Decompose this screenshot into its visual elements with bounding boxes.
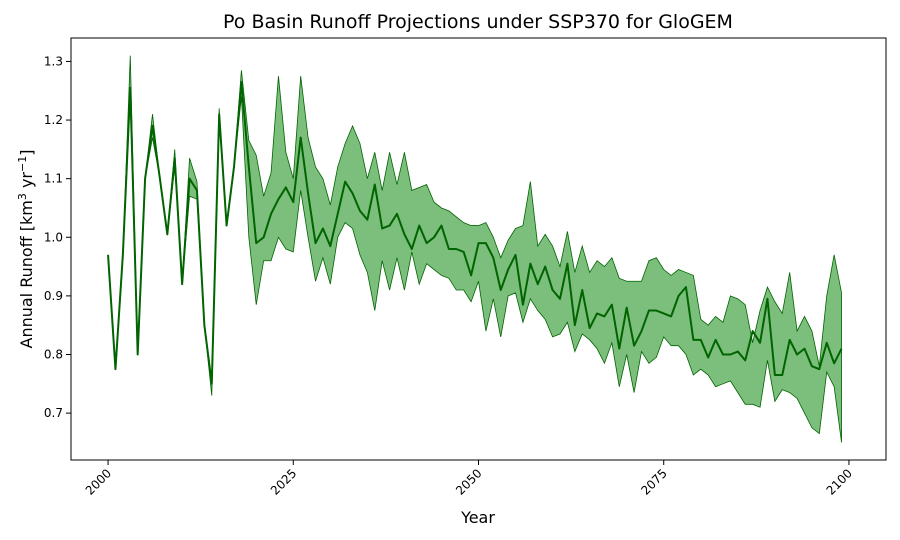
y-tick-label-1.2: 1.2: [44, 113, 63, 127]
x-axis-title: Year: [460, 508, 495, 527]
x-tick-label-2050: 2050: [453, 466, 484, 497]
plot-area: [107, 55, 843, 443]
chart-title: Po Basin Runoff Projections under SSP370…: [223, 11, 733, 33]
x-tick-label-2100: 2100: [824, 466, 855, 497]
mean-runoff-line: [107, 80, 843, 385]
y-tick-label-1: 1.0: [44, 230, 63, 244]
y-tick-label-0.7: 0.7: [44, 406, 63, 420]
y-tick-label-0.8: 0.8: [44, 348, 63, 362]
uncertainty-band: [107, 55, 842, 443]
y-axis-title-main: Annual Runoff [km: [17, 200, 36, 348]
y-axis: 0.7 0.8 0.9 1.0 1.1 1.2 1.3: [44, 54, 71, 420]
x-tick-label-2025: 2025: [268, 466, 299, 497]
y-axis-title: Annual Runoff [km3 yr−1]: [16, 150, 36, 349]
y-axis-title-mid: yr: [17, 172, 36, 194]
y-tick-label-1.3: 1.3: [44, 54, 63, 68]
y-axis-title-sup2: −1: [16, 156, 29, 172]
y-tick-label-0.9: 0.9: [44, 289, 63, 303]
x-tick-label-2000: 2000: [83, 466, 114, 497]
y-axis-title-sup1: 3: [16, 193, 29, 200]
y-axis-title-end: ]: [17, 150, 36, 156]
x-axis: 2000 2025 2050 2075 2100: [83, 460, 855, 498]
y-tick-label-1.1: 1.1: [44, 172, 63, 186]
x-tick-label-2075: 2075: [638, 466, 669, 497]
